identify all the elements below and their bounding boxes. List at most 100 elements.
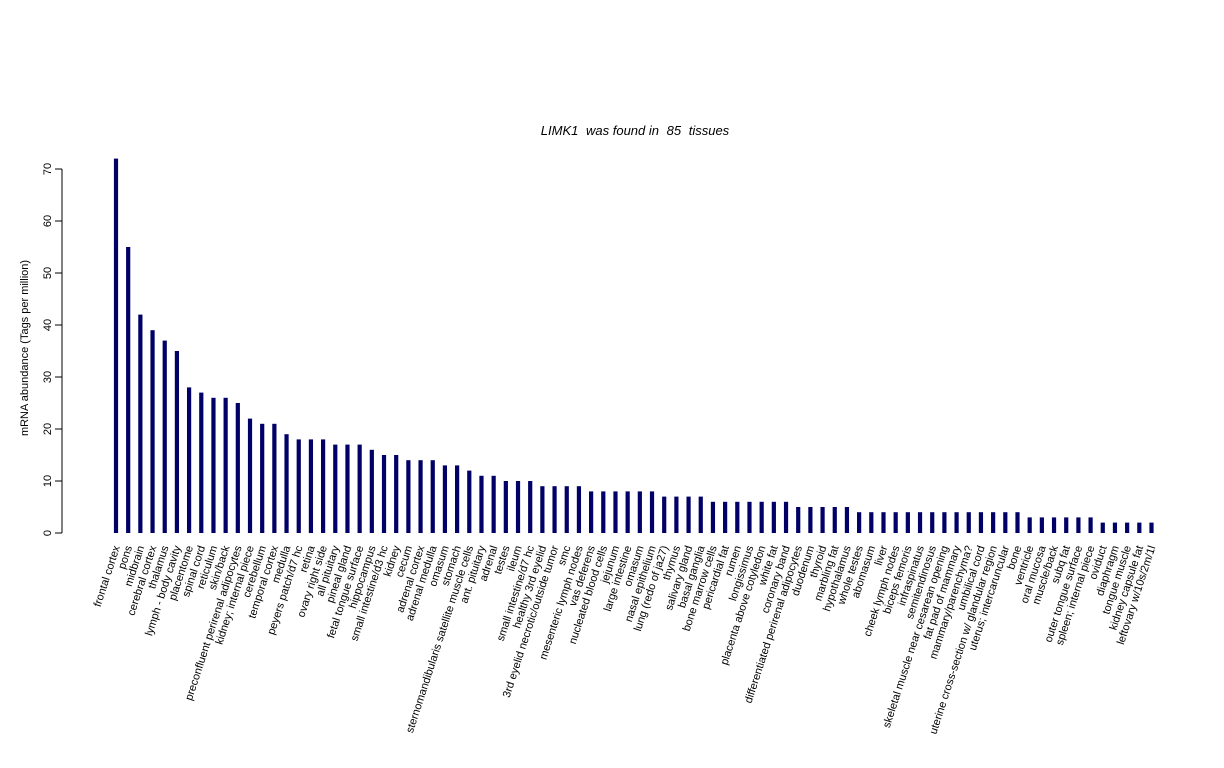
bar: [455, 465, 460, 533]
bar: [150, 330, 155, 533]
bar: [174, 351, 180, 533]
bar: [576, 486, 582, 533]
bar: [369, 449, 374, 533]
bar: [540, 486, 545, 533]
bar: [930, 512, 935, 533]
bar: [1137, 522, 1142, 533]
bar: [649, 491, 655, 533]
bar: [442, 465, 448, 533]
bars: [113, 158, 1154, 533]
bar: [893, 512, 898, 533]
bar: [199, 392, 204, 533]
bar: [954, 512, 959, 533]
bar: [942, 512, 947, 533]
bar: [552, 486, 557, 533]
bar: [662, 496, 667, 533]
bar: [844, 507, 850, 533]
bar: [113, 158, 119, 533]
y-tick-label: 10: [42, 475, 54, 487]
bar: [1125, 522, 1130, 533]
bar: [601, 491, 606, 533]
bar: [869, 512, 874, 533]
bar: [308, 439, 314, 533]
bar: [637, 491, 642, 533]
bar: [686, 496, 691, 533]
bar: [674, 496, 679, 533]
bar: [467, 470, 472, 533]
bar: [235, 403, 240, 533]
bar: [698, 496, 703, 533]
bar: [1064, 517, 1069, 533]
bar: [528, 481, 533, 533]
bar: [710, 501, 716, 533]
bar: [503, 481, 508, 533]
bar: [820, 507, 825, 533]
y-axis: 0 10 20 30 40 50 60 70: [42, 163, 63, 536]
bar: [832, 507, 837, 533]
bar: [735, 501, 740, 533]
bar: [991, 512, 996, 533]
y-tick-label: 30: [42, 371, 54, 383]
bar: [796, 507, 801, 533]
y-tick-label: 0: [42, 530, 54, 536]
bar: [881, 512, 886, 533]
y-tick-label: 70: [42, 163, 54, 175]
bar: [126, 247, 131, 533]
bar: [1015, 512, 1020, 533]
bar: [479, 475, 484, 533]
chart-title: LIMK1 was found in 85 tissues: [541, 123, 730, 138]
bar: [613, 491, 618, 533]
bar: [1039, 517, 1044, 533]
bar: [905, 512, 910, 533]
y-axis-label: mRNA abundance (Tags per million): [19, 260, 31, 436]
bar: [771, 501, 776, 533]
title-mid: was found in: [586, 123, 659, 138]
bar: [357, 444, 362, 533]
bar: [223, 397, 228, 533]
bar: [186, 387, 192, 533]
bar: [211, 397, 216, 533]
y-tick-label: 20: [42, 423, 54, 435]
bar: [247, 418, 253, 533]
bar: [783, 501, 789, 533]
bar: [406, 460, 411, 533]
bar: [1051, 517, 1057, 533]
bar: [723, 501, 728, 533]
bar: [966, 512, 971, 533]
bar: [1027, 517, 1032, 533]
bar: [589, 491, 594, 533]
bar: [491, 475, 496, 533]
bar: [381, 455, 387, 533]
title-gene: LIMK1: [541, 123, 579, 138]
bar: [857, 512, 862, 533]
bar: [394, 455, 399, 533]
bar: [260, 423, 265, 533]
bar: [321, 439, 326, 533]
bar: [1112, 522, 1118, 533]
bar: [1088, 517, 1093, 533]
bar: [625, 491, 630, 533]
bar: [564, 486, 569, 533]
bar: [1149, 522, 1154, 533]
bar: [333, 444, 338, 533]
title-count: 85: [667, 123, 682, 138]
bar: [917, 512, 923, 533]
bar: [430, 460, 435, 533]
bar: [272, 423, 277, 533]
bar: [296, 439, 301, 533]
bar: [747, 501, 752, 533]
bar: [284, 434, 289, 533]
title-end: tissues: [689, 123, 730, 138]
y-tick-label: 50: [42, 267, 54, 279]
bar: [1076, 517, 1081, 533]
bar: [515, 481, 521, 533]
category-label: frontal cortex: [92, 544, 123, 609]
bar: [1003, 512, 1008, 533]
bar: [418, 460, 423, 533]
bar: [808, 507, 813, 533]
bar: [1100, 522, 1105, 533]
bar: [759, 501, 764, 533]
bar: [138, 314, 143, 533]
